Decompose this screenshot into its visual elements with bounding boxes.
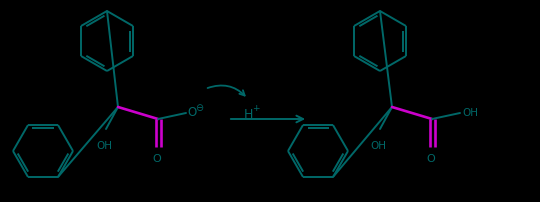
Text: O: O [187, 106, 196, 119]
Text: OH: OH [370, 140, 386, 150]
Text: OH: OH [462, 107, 478, 117]
Text: OH: OH [96, 140, 112, 150]
Text: +: + [252, 103, 260, 113]
Text: O: O [427, 153, 435, 163]
Text: H: H [244, 107, 253, 120]
FancyArrowPatch shape [207, 86, 245, 96]
Text: O: O [153, 153, 161, 163]
Text: ⊖: ⊖ [195, 102, 203, 113]
